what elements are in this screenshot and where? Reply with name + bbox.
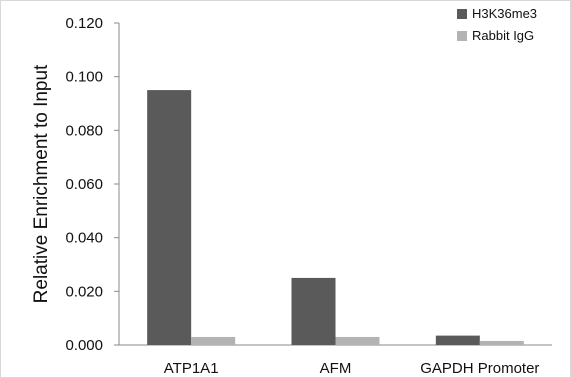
axes: 0.000 0.020 0.040 0.060 0.080 0.100 0.120 ATP1A…: [65, 15, 552, 377]
y-tick-label: 0.080: [65, 122, 103, 139]
y-tick-label: 0.120: [65, 15, 103, 32]
y-axis-title: Relative Enrichment to Input: [31, 64, 52, 303]
legend: H3K36me3 Rabbit IgG: [457, 6, 537, 43]
y-tick-label: 0.100: [65, 69, 103, 86]
bar-h3k36me3: [147, 90, 192, 345]
x-tick-label: ATP1A1: [164, 360, 219, 377]
y-tick-label: 0.040: [65, 230, 103, 247]
y-tick-label: 0.000: [65, 337, 103, 354]
y-tick-label: 0.060: [65, 176, 103, 193]
legend-swatch: [457, 9, 467, 19]
bar-rabbit-igg: [191, 336, 236, 345]
bar-rabbit-igg: [479, 340, 524, 345]
legend-label: H3K36me3: [472, 6, 537, 21]
legend-label: Rabbit IgG: [472, 28, 534, 43]
bar-h3k36me3: [435, 335, 480, 345]
x-tick-label: GAPDH Promoter: [420, 360, 539, 377]
x-tick-label: AFM: [320, 360, 352, 377]
y-tick-label: 0.020: [65, 283, 103, 300]
legend-swatch: [457, 31, 467, 41]
bars: [147, 90, 524, 345]
bar-h3k36me3: [291, 277, 336, 345]
bar-rabbit-igg: [335, 336, 380, 345]
